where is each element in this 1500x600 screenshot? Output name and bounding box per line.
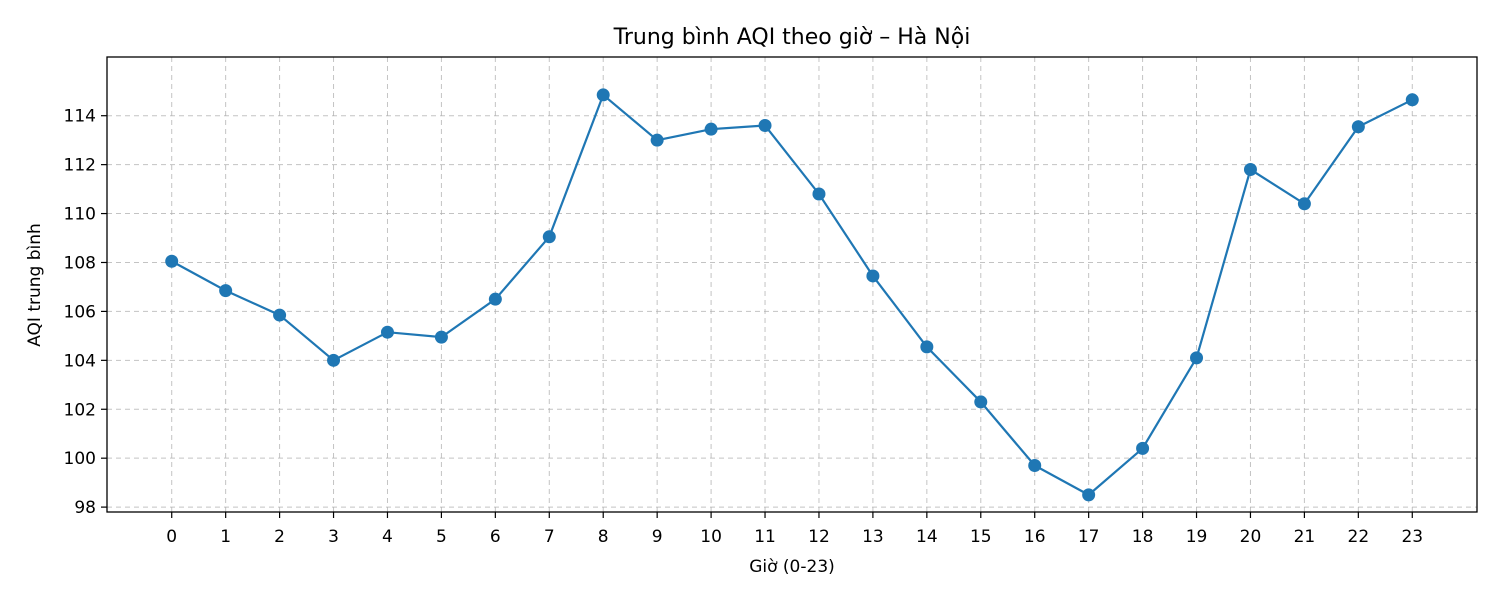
x-tick-label: 2 [274,527,285,547]
x-tick-label: 22 [1348,527,1370,547]
data-point [380,325,394,339]
data-point [542,230,556,244]
x-axis-label: Giờ (0-23) [749,557,835,577]
y-tick-label: 102 [64,400,96,420]
x-tick-label: 9 [652,527,663,547]
x-tick-label: 6 [490,527,501,547]
data-point [1297,197,1311,211]
data-point [812,187,826,201]
data-point [974,395,988,409]
x-tick-label: 8 [598,527,609,547]
y-tick-label: 110 [64,205,96,225]
data-point [273,308,287,322]
x-tick-label: 16 [1024,527,1046,547]
y-tick-label: 108 [64,253,96,273]
data-point [434,330,448,344]
x-tick-label: 21 [1294,527,1316,547]
data-point [1351,120,1365,134]
x-tick-label: 0 [166,527,177,547]
y-tick-label: 98 [74,498,96,518]
data-point [219,284,233,298]
x-tick-label: 13 [862,527,884,547]
data-point [1405,93,1419,107]
x-tick-label: 1 [220,527,231,547]
data-point [1028,459,1042,473]
data-point [1136,441,1150,455]
x-tick-label: 10 [700,527,722,547]
data-point [327,353,341,367]
data-point [596,88,610,102]
y-tick-label: 114 [64,107,96,127]
y-tick-label: 112 [64,156,96,176]
data-point [488,292,502,306]
x-tick-label: 20 [1240,527,1262,547]
x-tick-label: 19 [1186,527,1208,547]
series-line [171,93,1413,497]
data-point [650,133,664,147]
data-point [165,254,179,268]
data-point [920,340,934,354]
series-layer [165,88,1419,502]
grid [107,57,1477,512]
y-tick-label: 104 [64,351,96,371]
x-tick-label: 12 [808,527,830,547]
data-point [866,269,880,283]
x-tick-label: 7 [544,527,555,547]
x-tick-label: 17 [1078,527,1100,547]
data-point [704,122,718,136]
x-tick-label: 3 [328,527,339,547]
x-tick-label: 15 [970,527,992,547]
x-tick-label: 23 [1401,527,1423,547]
data-point [1082,488,1096,502]
chart-title: Trung bình AQI theo giờ – Hà Nội [613,25,971,50]
axes-frame [106,56,1478,513]
data-point [1190,351,1204,365]
y-tick-label: 100 [64,449,96,469]
x-tick-label: 14 [916,527,938,547]
y-axis-label: AQI trung bình [25,223,45,347]
x-tick-label: 18 [1132,527,1154,547]
data-point [1243,163,1257,177]
x-tick-label: 11 [754,527,776,547]
y-tick-label: 106 [64,302,96,322]
axis-ticks: 0 1 2 3 4 5 6 7 8 9 10 11 12 13 14 15 16 17 18 19 20 21 22 2398… [64,107,1424,547]
x-tick-label: 5 [436,527,447,547]
x-tick-label: 4 [382,527,393,547]
data-point [758,118,772,132]
